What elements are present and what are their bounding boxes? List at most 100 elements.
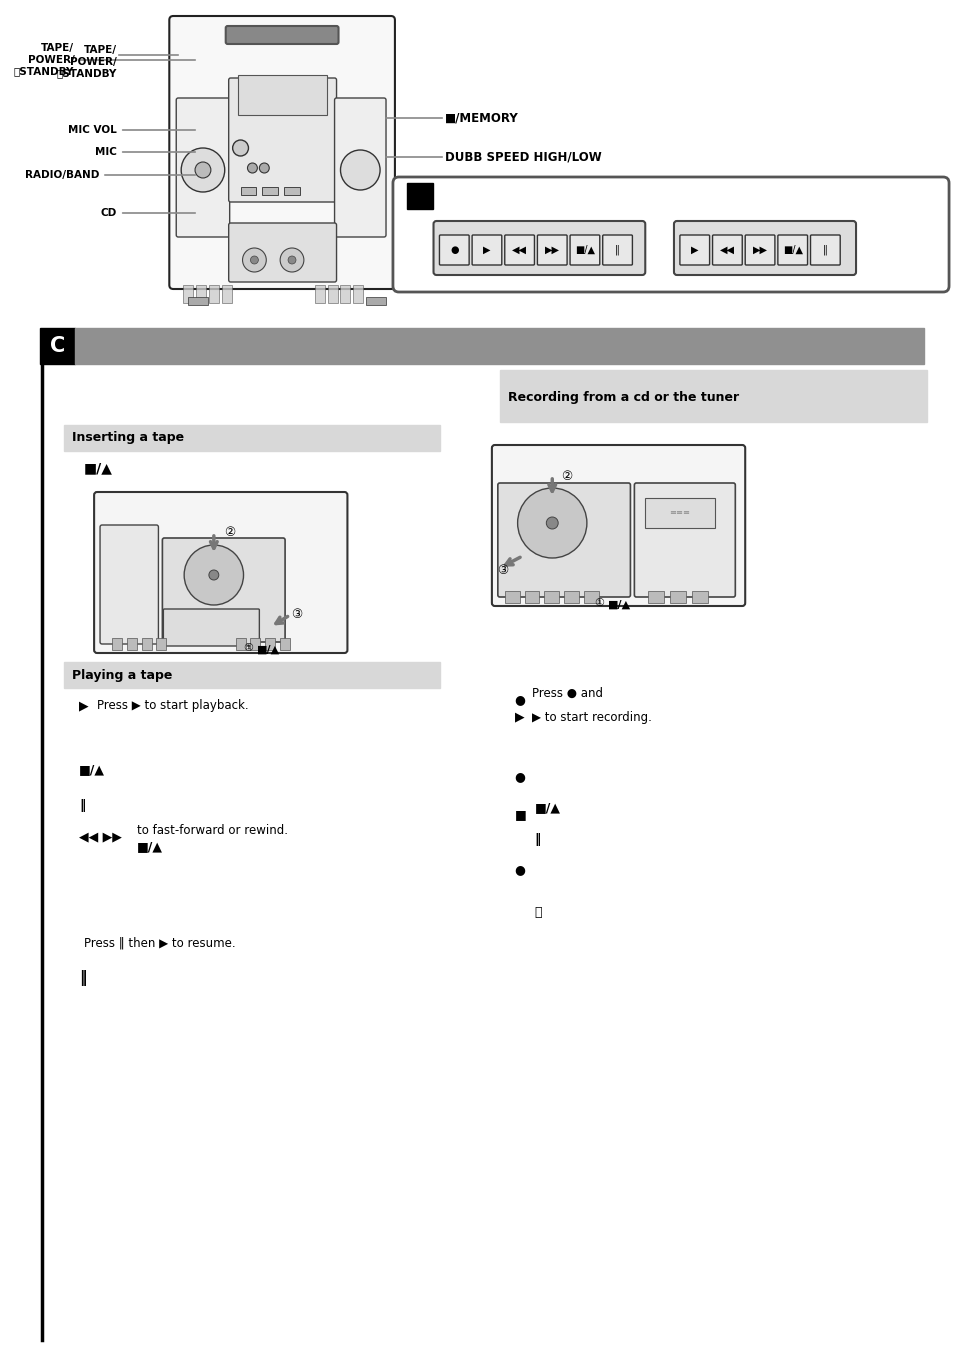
Text: ■/▲: ■/▲ — [534, 802, 559, 814]
Bar — [504, 591, 519, 603]
Text: ■/▲: ■/▲ — [257, 645, 280, 654]
Text: ▶▶: ▶▶ — [752, 245, 767, 256]
Bar — [75, 329, 923, 364]
Text: ▶: ▶ — [690, 245, 698, 256]
FancyBboxPatch shape — [226, 26, 338, 45]
FancyBboxPatch shape — [492, 445, 744, 606]
Text: ‖: ‖ — [79, 969, 87, 986]
Bar — [691, 591, 707, 603]
Text: ▶ to start recording.: ▶ to start recording. — [532, 711, 652, 723]
Text: ⏻: ⏻ — [534, 906, 541, 919]
FancyBboxPatch shape — [176, 97, 230, 237]
FancyBboxPatch shape — [602, 235, 632, 265]
Text: Press ▶ to start playback.: Press ▶ to start playback. — [97, 699, 249, 713]
Text: ‖: ‖ — [822, 245, 827, 256]
Text: ‖: ‖ — [615, 245, 619, 256]
Text: TAPE/
POWER/
ⓍSTANDBY: TAPE/ POWER/ ⓍSTANDBY — [14, 43, 74, 77]
FancyBboxPatch shape — [537, 235, 566, 265]
Bar — [156, 638, 166, 650]
Text: CD: CD — [100, 208, 117, 218]
Text: to fast-forward or rewind.: to fast-forward or rewind. — [136, 823, 288, 837]
Text: MIC: MIC — [95, 147, 117, 157]
Circle shape — [184, 545, 243, 604]
Bar — [65, 662, 440, 688]
Text: RADIO/BAND: RADIO/BAND — [25, 170, 99, 180]
Circle shape — [340, 150, 379, 191]
Text: ②: ② — [560, 469, 572, 483]
FancyBboxPatch shape — [570, 235, 599, 265]
Text: ≡≡≡: ≡≡≡ — [669, 508, 690, 518]
FancyBboxPatch shape — [94, 492, 347, 653]
Circle shape — [209, 571, 218, 580]
FancyBboxPatch shape — [634, 483, 735, 598]
Bar — [327, 285, 337, 303]
Bar — [141, 638, 152, 650]
Text: ■/▲: ■/▲ — [84, 461, 113, 475]
FancyBboxPatch shape — [229, 223, 336, 283]
Bar — [195, 285, 206, 303]
Circle shape — [247, 164, 257, 173]
Text: ①: ① — [243, 644, 253, 653]
Bar — [280, 638, 290, 650]
Text: ■: ■ — [514, 808, 526, 822]
Bar — [353, 285, 363, 303]
Text: ■/▲: ■/▲ — [136, 841, 163, 853]
FancyBboxPatch shape — [497, 483, 630, 598]
Text: ◀◀: ◀◀ — [512, 245, 527, 256]
FancyBboxPatch shape — [644, 498, 714, 529]
Bar — [240, 187, 256, 195]
Circle shape — [235, 145, 245, 155]
Bar — [183, 285, 193, 303]
Text: C: C — [50, 337, 65, 356]
FancyBboxPatch shape — [169, 16, 395, 289]
Bar — [235, 638, 245, 650]
Bar — [188, 297, 208, 306]
Bar — [127, 638, 136, 650]
FancyBboxPatch shape — [433, 220, 644, 274]
Text: ■/MEMORY: ■/MEMORY — [445, 111, 518, 124]
Bar — [65, 425, 440, 452]
Text: ●: ● — [514, 864, 525, 876]
Text: ▶: ▶ — [514, 711, 524, 723]
Text: MIC VOL: MIC VOL — [68, 124, 117, 135]
Bar — [563, 591, 578, 603]
Text: ③: ③ — [291, 608, 302, 622]
Circle shape — [251, 256, 258, 264]
Circle shape — [259, 164, 269, 173]
FancyBboxPatch shape — [393, 177, 948, 292]
Bar — [221, 285, 232, 303]
Text: Playing a tape: Playing a tape — [72, 668, 172, 681]
Text: Press ● and: Press ● and — [532, 687, 603, 699]
Bar — [209, 285, 218, 303]
Bar — [669, 591, 685, 603]
Bar — [262, 187, 278, 195]
Bar — [265, 638, 274, 650]
FancyBboxPatch shape — [673, 220, 855, 274]
FancyBboxPatch shape — [810, 235, 840, 265]
FancyBboxPatch shape — [335, 97, 386, 237]
Text: ▶▶: ▶▶ — [544, 245, 559, 256]
Text: ②: ② — [224, 526, 234, 538]
Circle shape — [517, 488, 586, 558]
FancyBboxPatch shape — [163, 608, 259, 646]
Text: TAPE/
POWER/
ⓍSTANDBY: TAPE/ POWER/ ⓍSTANDBY — [56, 46, 117, 78]
Bar — [544, 591, 558, 603]
FancyBboxPatch shape — [229, 78, 336, 201]
FancyBboxPatch shape — [679, 235, 709, 265]
FancyBboxPatch shape — [100, 525, 158, 644]
Text: ▶: ▶ — [482, 245, 490, 256]
Text: ■/▲: ■/▲ — [781, 245, 801, 256]
Circle shape — [233, 141, 248, 155]
Text: Press ‖ then ▶ to resume.: Press ‖ then ▶ to resume. — [84, 937, 235, 949]
Bar — [499, 370, 926, 422]
Bar — [314, 285, 324, 303]
Text: ●: ● — [450, 245, 458, 256]
Text: ◀◀: ◀◀ — [720, 245, 734, 256]
Text: ■/▲: ■/▲ — [79, 764, 105, 776]
Bar — [284, 187, 299, 195]
Bar — [524, 591, 538, 603]
Circle shape — [242, 247, 266, 272]
Bar — [647, 591, 663, 603]
Circle shape — [546, 516, 558, 529]
FancyBboxPatch shape — [237, 74, 326, 115]
